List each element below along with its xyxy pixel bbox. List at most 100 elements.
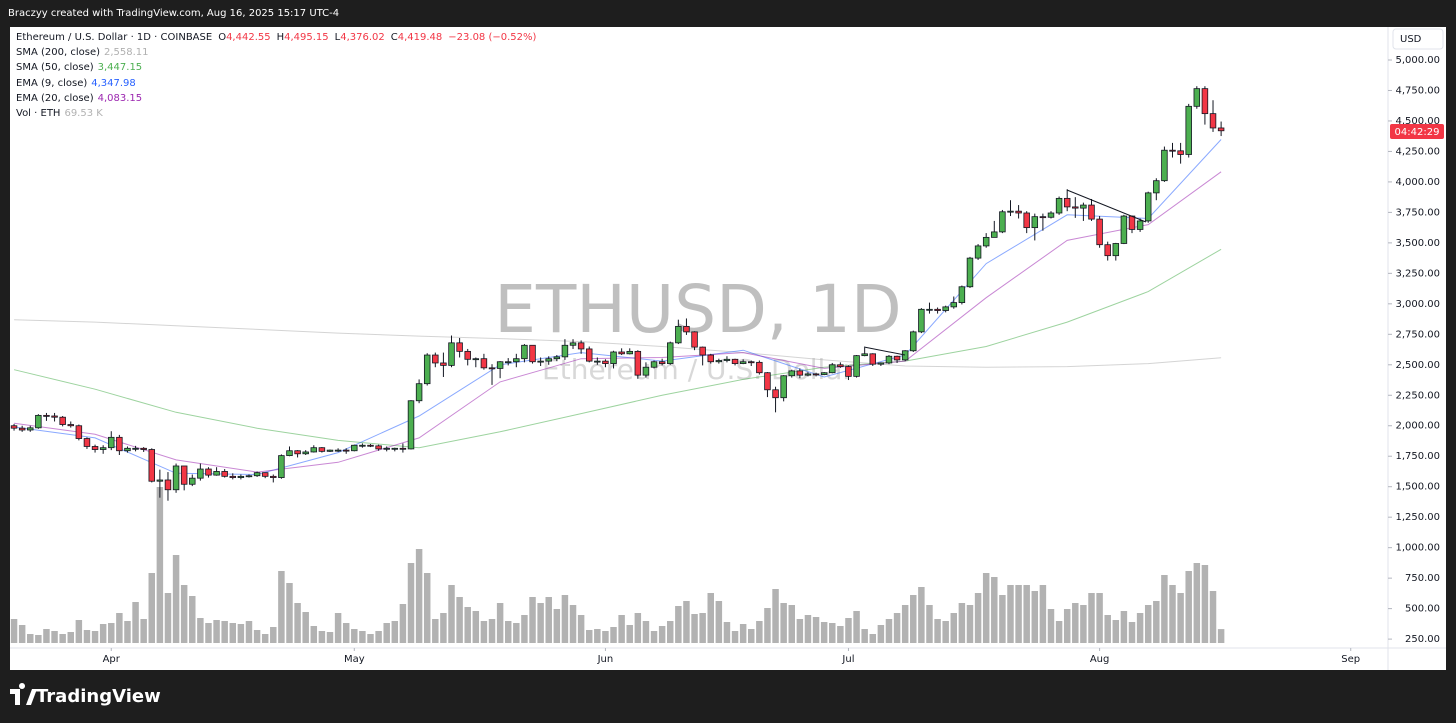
volume-bar <box>829 623 836 643</box>
candle-body <box>1128 215 1136 230</box>
candle-body <box>658 361 666 364</box>
volume-bar <box>164 593 172 643</box>
trend-line <box>863 346 906 356</box>
volume-bar <box>529 597 536 643</box>
candle-body <box>837 364 844 368</box>
volume-bar <box>229 623 237 643</box>
candle-body <box>480 358 488 369</box>
countdown-box <box>1390 124 1444 139</box>
volume-bar <box>1201 565 1209 643</box>
candle-body <box>812 373 820 376</box>
volume-bar <box>18 625 26 643</box>
candle-body <box>464 350 471 360</box>
creator-line: Braczyy created with TradingView.com, Au… <box>8 8 339 19</box>
currency[interactable]: USD <box>1400 34 1422 45</box>
candle-body <box>108 436 115 449</box>
volume-bar <box>707 593 714 643</box>
volume-bar <box>1128 622 1136 643</box>
candle-body <box>156 479 164 482</box>
volume-bar <box>521 615 528 643</box>
x-tick-label: Apr <box>103 654 121 665</box>
candle-body <box>521 344 528 360</box>
ohlc-value: 4,376.02 <box>340 32 385 43</box>
legend: Ethereum / U.S. Dollar · 1D · COINBASE O4… <box>16 30 540 121</box>
volume-bar <box>869 634 877 643</box>
candle-body <box>1015 210 1022 214</box>
volume-bar <box>820 622 828 643</box>
candle-body <box>367 444 374 447</box>
volume-bar <box>561 595 569 643</box>
candle-body <box>885 355 893 364</box>
x-tick-label: Sep <box>1341 654 1360 665</box>
volume-bar <box>1185 571 1192 643</box>
volume-bar <box>1039 585 1047 643</box>
volume-bar <box>934 619 941 643</box>
candle-body <box>1169 149 1176 152</box>
candle-body <box>197 468 204 479</box>
volume-bar <box>391 621 399 643</box>
x-tick-label: Jun <box>597 654 614 665</box>
x-tick-label: Aug <box>1090 654 1110 665</box>
candle-body <box>626 350 633 355</box>
candle-body <box>926 308 933 311</box>
trend-line <box>1066 189 1147 223</box>
volume-bar <box>351 629 358 643</box>
volume-bar <box>1063 609 1071 643</box>
candle-body <box>229 475 237 478</box>
candle-body <box>545 358 552 362</box>
candle-body <box>213 471 220 476</box>
ohlc-value: 4,495.15 <box>284 32 329 43</box>
volume-bar <box>1088 593 1095 643</box>
volume-bar <box>213 620 220 643</box>
volume-bar <box>10 619 18 643</box>
candle-body <box>820 372 828 375</box>
brand[interactable]: TradingView <box>36 686 161 707</box>
indicator-line <box>13 248 1222 449</box>
volume-bar <box>1120 611 1128 643</box>
volume-bar <box>788 605 795 643</box>
volume-bar <box>1112 620 1120 643</box>
volume-bar <box>780 603 787 643</box>
candle-body <box>699 346 706 356</box>
brand-logo[interactable] <box>10 683 37 705</box>
candle-body <box>1209 113 1217 129</box>
candle-body <box>982 236 990 247</box>
currency-box[interactable] <box>1392 28 1444 50</box>
candle-body <box>966 257 974 288</box>
volume-bar <box>1161 575 1168 643</box>
candle-body <box>723 358 731 361</box>
volume-bar <box>853 611 860 643</box>
volume-bar <box>634 613 642 643</box>
indicator-line <box>14 319 1222 368</box>
candle-body <box>683 325 690 333</box>
volume-bar <box>602 631 609 643</box>
legend-indicator: EMA (20, close) 4,083.15 <box>16 91 540 106</box>
candle-body <box>278 455 285 478</box>
volume-value: 69.53 K <box>64 108 103 120</box>
candle-body <box>91 446 99 450</box>
candle-body <box>602 360 609 364</box>
candle-body <box>245 475 253 478</box>
ohlc-key: H <box>276 32 285 43</box>
candle-body <box>1063 197 1071 208</box>
volume-bar <box>650 631 658 643</box>
volume-bar <box>699 613 706 643</box>
candle-body <box>1047 212 1055 218</box>
candle-body <box>383 447 390 450</box>
candle-body <box>164 479 172 491</box>
candle-body <box>764 372 771 391</box>
volume-bar <box>432 619 439 643</box>
candle-body <box>1055 197 1063 214</box>
volume-bar <box>1153 601 1160 643</box>
volume-bar <box>910 595 917 643</box>
volume-bar <box>974 593 982 643</box>
volume-bar <box>27 634 34 643</box>
candle-body <box>43 414 50 417</box>
volume-bar <box>513 623 520 643</box>
candle-body <box>488 367 496 370</box>
y-tick-label: 4,250.00 <box>1395 146 1440 157</box>
volume-bar <box>221 621 228 643</box>
volume-bar <box>399 604 407 643</box>
countdown: 04:42:29 <box>1395 127 1440 138</box>
volume-bar <box>278 571 285 643</box>
